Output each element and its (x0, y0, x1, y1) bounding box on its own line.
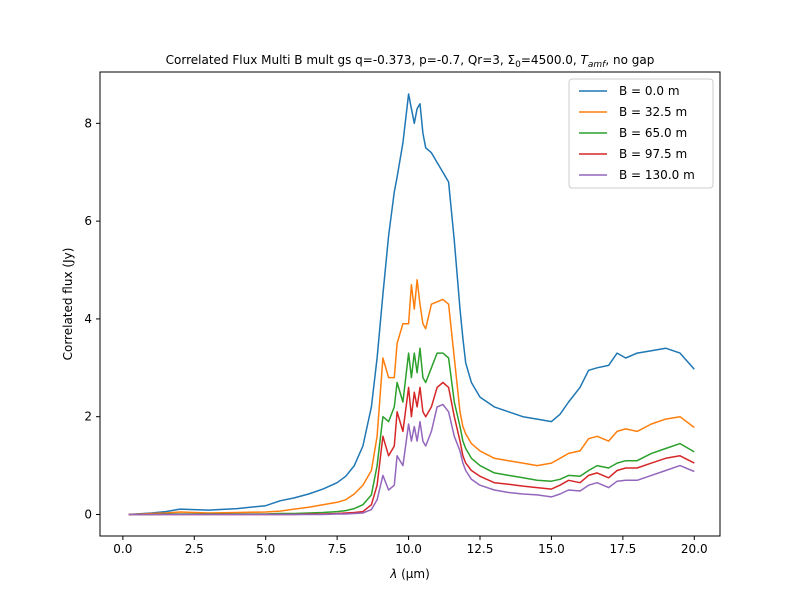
y-tick-label: 6 (84, 214, 92, 228)
legend: B = 0.0 m B = 32.5 m B = 65.0 m B = 97.5 m B… (568, 78, 714, 189)
y-axis-ticks: 0 2 4 6 8 (84, 116, 100, 521)
y-tick-label: 8 (84, 116, 92, 130)
y-tick-label: 2 (84, 410, 92, 424)
x-tick-label: 7.5 (328, 542, 347, 556)
series-line-1 (128, 93, 695, 516)
legend-label: B = 130.0 m (619, 168, 695, 182)
y-tick-label: 4 (84, 312, 92, 326)
x-tick-label: 5.0 (256, 542, 275, 556)
legend-label: B = 97.5 m (619, 147, 687, 161)
series-line-5 (128, 403, 695, 516)
legend-label: B = 65.0 m (619, 126, 687, 140)
x-axis-label: λ (μm) (389, 567, 430, 581)
y-tick-label: 0 (84, 507, 92, 521)
x-axis-ticks: 0.0 2.5 5.0 7.5 10.0 12.5 15.0 17.5 20.0 (113, 536, 708, 556)
y-axis-label: Correlated flux (Jy) (61, 248, 75, 361)
chart-title: Correlated Flux Multi B mult gs q=-0.373… (166, 53, 655, 70)
x-tick-label: 15.0 (538, 542, 565, 556)
x-tick-label: 0.0 (113, 542, 132, 556)
x-tick-label: 10.0 (395, 542, 422, 556)
legend-label: B = 0.0 m (619, 84, 680, 98)
x-tick-label: 12.5 (467, 542, 494, 556)
x-tick-label: 2.5 (185, 542, 204, 556)
legend-label: B = 32.5 m (619, 105, 687, 119)
x-tick-label: 20.0 (681, 542, 708, 556)
legend-box (568, 78, 714, 189)
plot-frame (99, 71, 721, 537)
x-tick-label: 17.5 (609, 542, 636, 556)
series-line-2 (128, 279, 695, 516)
series-layer (128, 93, 695, 516)
series-line-3 (128, 347, 695, 516)
